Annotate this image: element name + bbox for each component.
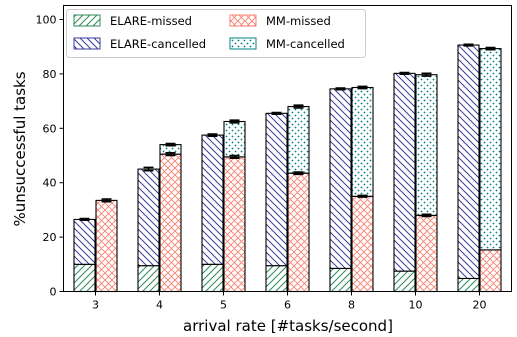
legend-swatch-elare-cancelled bbox=[73, 37, 101, 50]
bar-mm-missed-10 bbox=[415, 214, 438, 293]
bar-mm-cancelled-8 bbox=[351, 86, 374, 197]
x-tick-label-8: 8 bbox=[348, 299, 355, 312]
bar-elare-missed-10 bbox=[393, 270, 416, 293]
y-tick-label-40: 40 bbox=[43, 177, 57, 190]
x-tick-label-6: 6 bbox=[284, 299, 291, 312]
bar-mm-cancelled-6 bbox=[287, 105, 310, 174]
bar-elare-missed-3 bbox=[73, 263, 96, 293]
bar-mm-missed-5 bbox=[223, 156, 246, 293]
legend-swatch-elare-missed bbox=[73, 14, 101, 27]
errorbar-elare-total-4 bbox=[143, 166, 154, 172]
legend-label-mm-cancelled: MM-cancelled bbox=[266, 37, 345, 51]
legend-label-elare-missed: ELARE-missed bbox=[110, 14, 192, 28]
bar-elare-cancelled-20 bbox=[457, 44, 480, 279]
errorbar-elare-total-8 bbox=[335, 87, 346, 91]
bar-elare-cancelled-5 bbox=[201, 134, 224, 265]
errorbar-mm-missed-10 bbox=[421, 213, 432, 218]
errorbar-mm-missed-4 bbox=[165, 151, 176, 157]
y-tick-label-80: 80 bbox=[43, 68, 57, 81]
errorbar-elare-total-3 bbox=[79, 217, 90, 222]
errorbar-elare-total-20 bbox=[463, 43, 474, 47]
bars-layer bbox=[73, 44, 502, 293]
bar-elare-missed-6 bbox=[265, 265, 288, 293]
y-axis: 0 20 40 60 80 100 bbox=[36, 14, 64, 299]
bar-elare-cancelled-8 bbox=[329, 88, 352, 269]
bar-mm-cancelled-10 bbox=[415, 74, 438, 216]
errorbar-mm-total-5 bbox=[229, 119, 240, 124]
x-axis: 3 4 5 6 8 10 20 bbox=[92, 291, 487, 312]
y-tick-label-60: 60 bbox=[43, 122, 57, 135]
bar-elare-cancelled-10 bbox=[393, 72, 416, 272]
y-axis-title: %unsuccessful tasks bbox=[11, 71, 29, 226]
x-tick-label-3: 3 bbox=[92, 299, 99, 312]
errorbar-elare-total-10 bbox=[399, 71, 410, 75]
bar-mm-missed-8 bbox=[351, 195, 374, 293]
bar-mm-missed-6 bbox=[287, 172, 310, 293]
bar-elare-missed-8 bbox=[329, 267, 352, 293]
errorbar-mm-total-10 bbox=[421, 72, 432, 77]
y-tick-label-0: 0 bbox=[50, 286, 57, 299]
x-tick-label-10: 10 bbox=[409, 299, 423, 312]
errorbar-mm-missed-8 bbox=[357, 194, 368, 198]
errorbar-mm-total-4 bbox=[165, 142, 176, 147]
bar-mm-cancelled-20 bbox=[479, 48, 502, 251]
legend-swatch-mm-cancelled bbox=[229, 37, 257, 50]
bar-mm-missed-3 bbox=[95, 199, 118, 293]
x-tick-label-5: 5 bbox=[220, 299, 227, 312]
bar-elare-cancelled-6 bbox=[265, 112, 288, 267]
y-tick-label-20: 20 bbox=[43, 231, 57, 244]
bar-mm-missed-4 bbox=[159, 153, 182, 293]
bar-mm-missed-20 bbox=[479, 249, 502, 293]
errorbar-mm-total-8 bbox=[357, 85, 368, 90]
bar-elare-missed-20 bbox=[457, 277, 480, 293]
bar-elare-missed-4 bbox=[137, 265, 160, 293]
errorbar-mm-total-6 bbox=[293, 104, 304, 109]
errorbar-mm-missed-5 bbox=[229, 154, 240, 160]
legend-swatch-mm-missed bbox=[229, 14, 257, 27]
x-axis-title: arrival rate [#tasks/second] bbox=[183, 317, 393, 335]
legend-label-mm-missed: MM-missed bbox=[266, 14, 331, 28]
legend: ELARE-missed MM-missed ELARE-cancelled M… bbox=[66, 9, 366, 58]
bar-elare-cancelled-3 bbox=[73, 218, 96, 265]
x-tick-label-20: 20 bbox=[473, 299, 487, 312]
errorbar-mm-missed-6 bbox=[293, 171, 304, 176]
errorbars-layer bbox=[79, 43, 496, 222]
errorbar-mm-total-3 bbox=[101, 198, 112, 203]
errorbar-mm-total-20 bbox=[485, 46, 496, 51]
bar-elare-cancelled-4 bbox=[137, 168, 160, 267]
legend-label-elare-cancelled: ELARE-cancelled bbox=[110, 37, 206, 51]
bar-elare-missed-5 bbox=[201, 263, 224, 293]
errorbar-elare-total-5 bbox=[207, 133, 218, 137]
legend-frame bbox=[66, 9, 366, 58]
x-tick-label-4: 4 bbox=[156, 299, 163, 312]
errorbar-elare-total-6 bbox=[271, 111, 282, 115]
bar-mm-cancelled-5 bbox=[223, 120, 246, 158]
y-tick-label-100: 100 bbox=[36, 14, 57, 27]
